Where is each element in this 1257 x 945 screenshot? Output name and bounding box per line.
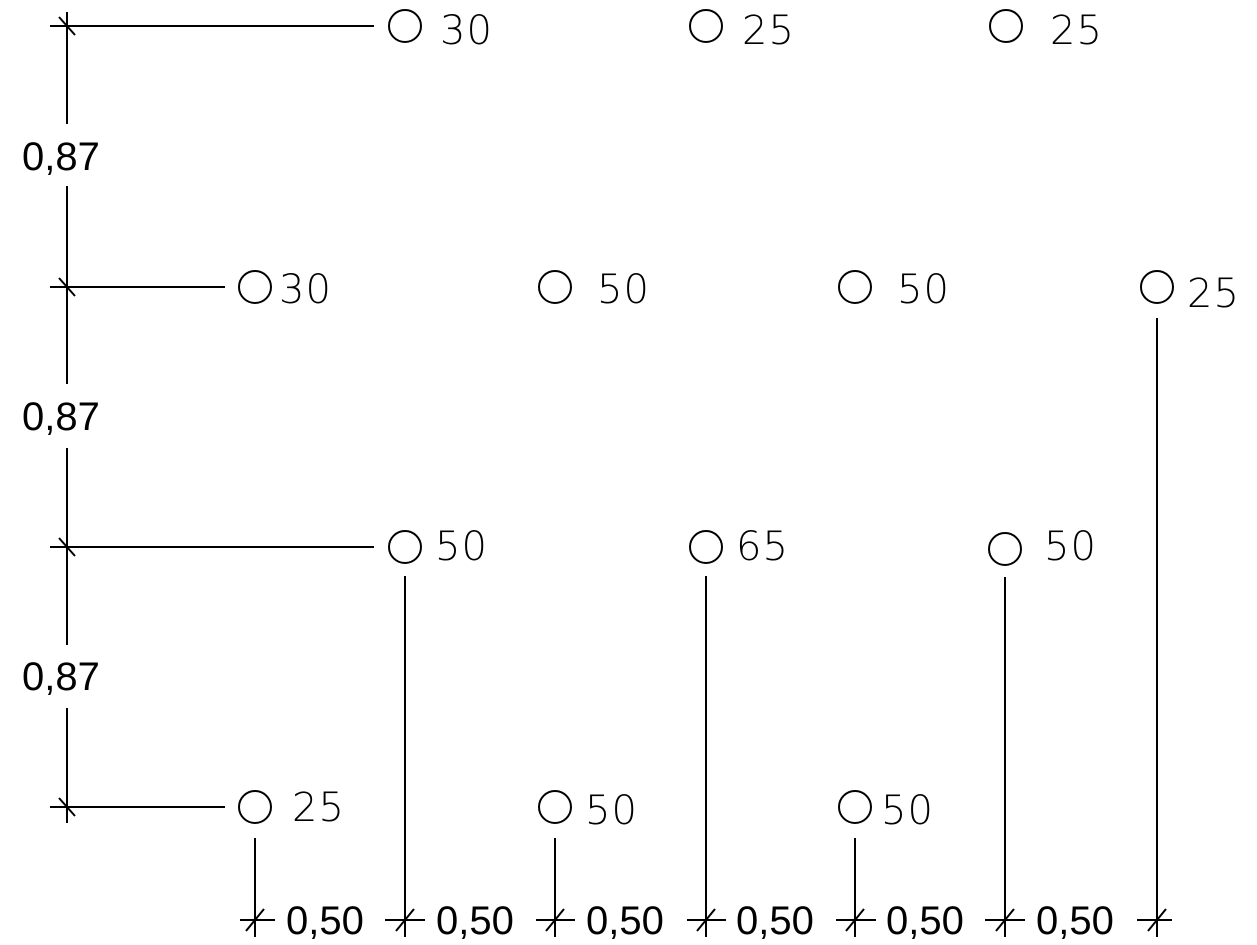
dimension-tick bbox=[58, 16, 76, 36]
point-marker: 25 bbox=[689, 8, 795, 54]
point-marker: 30 bbox=[388, 8, 493, 54]
point-marker: 50 bbox=[838, 267, 950, 313]
point-circle-icon bbox=[1140, 270, 1174, 304]
dimension-tick bbox=[696, 908, 716, 932]
vertical-dimension-text: 0,87 bbox=[22, 395, 100, 439]
point-marker: 50 bbox=[838, 788, 934, 834]
point-marker: 25 bbox=[238, 785, 345, 831]
point-label: 30 bbox=[440, 8, 493, 54]
dimension-tick bbox=[58, 537, 76, 557]
point-circle-icon bbox=[689, 9, 723, 43]
row-extension-lines bbox=[50, 25, 374, 808]
point-circle-icon bbox=[238, 790, 272, 824]
point-circle-icon bbox=[988, 532, 1022, 566]
horizontal-dimension-chain: 0,50 0,50 0,50 0,50 0,50 0,50 bbox=[240, 899, 1172, 943]
point-circle-icon bbox=[838, 270, 872, 304]
point-circle-icon bbox=[388, 9, 422, 43]
horizontal-dimension-text: 0,50 bbox=[286, 899, 364, 943]
point-marker: 25 bbox=[989, 8, 1103, 54]
point-marker: 50 bbox=[538, 788, 638, 834]
point-label: 25 bbox=[1050, 8, 1103, 54]
point-label: 25 bbox=[1187, 271, 1240, 317]
point-label: 50 bbox=[1044, 524, 1097, 570]
point-marker: 50 bbox=[988, 524, 1097, 570]
dimension-tick bbox=[1147, 908, 1167, 932]
point-circle-icon bbox=[538, 270, 572, 304]
point-label: 50 bbox=[585, 788, 638, 834]
horizontal-dimension-text: 0,50 bbox=[886, 899, 964, 943]
point-marker: 30 bbox=[238, 267, 332, 313]
vertical-dimension-text: 0,87 bbox=[22, 135, 100, 179]
point-label: 65 bbox=[736, 524, 789, 570]
point-label: 25 bbox=[292, 785, 345, 831]
dimension-tick bbox=[995, 908, 1015, 932]
point-circle-icon bbox=[838, 790, 872, 824]
point-label: 50 bbox=[881, 788, 934, 834]
horizontal-dimension-text: 0,50 bbox=[1036, 899, 1114, 943]
horizontal-dimension-text: 0,50 bbox=[736, 899, 814, 943]
point-marker: 65 bbox=[689, 524, 789, 570]
column-extension-lines bbox=[254, 318, 1158, 937]
point-label: 50 bbox=[435, 524, 488, 570]
dimension-tick bbox=[58, 277, 76, 297]
horizontal-dimension-text: 0,50 bbox=[586, 899, 664, 943]
point-label: 50 bbox=[897, 267, 950, 313]
horizontal-dimension-text: 0,50 bbox=[436, 899, 514, 943]
dimension-tick bbox=[58, 797, 76, 817]
point-circle-icon bbox=[538, 790, 572, 824]
dimension-tick bbox=[395, 908, 415, 932]
point-marker: 50 bbox=[388, 524, 488, 570]
point-circle-icon bbox=[388, 530, 422, 564]
point-marker: 25 bbox=[1140, 270, 1240, 317]
point-marker: 50 bbox=[538, 267, 650, 313]
point-label: 25 bbox=[742, 8, 795, 54]
vertical-dimension-text: 0,87 bbox=[22, 655, 100, 699]
point-circle-icon bbox=[689, 530, 723, 564]
point-label: 50 bbox=[597, 267, 650, 313]
vertical-dimension-chain: 0,87 0,87 0,87 bbox=[22, 12, 100, 823]
point-circle-icon bbox=[989, 9, 1023, 43]
dimension-tick bbox=[245, 908, 265, 932]
points: 30 25 25 30 50 50 25 50 bbox=[238, 8, 1240, 834]
point-circle-icon bbox=[238, 270, 272, 304]
point-label: 30 bbox=[279, 267, 332, 313]
vertical-ticks bbox=[58, 16, 76, 817]
dimension-tick bbox=[845, 908, 865, 932]
dimension-tick bbox=[545, 908, 565, 932]
